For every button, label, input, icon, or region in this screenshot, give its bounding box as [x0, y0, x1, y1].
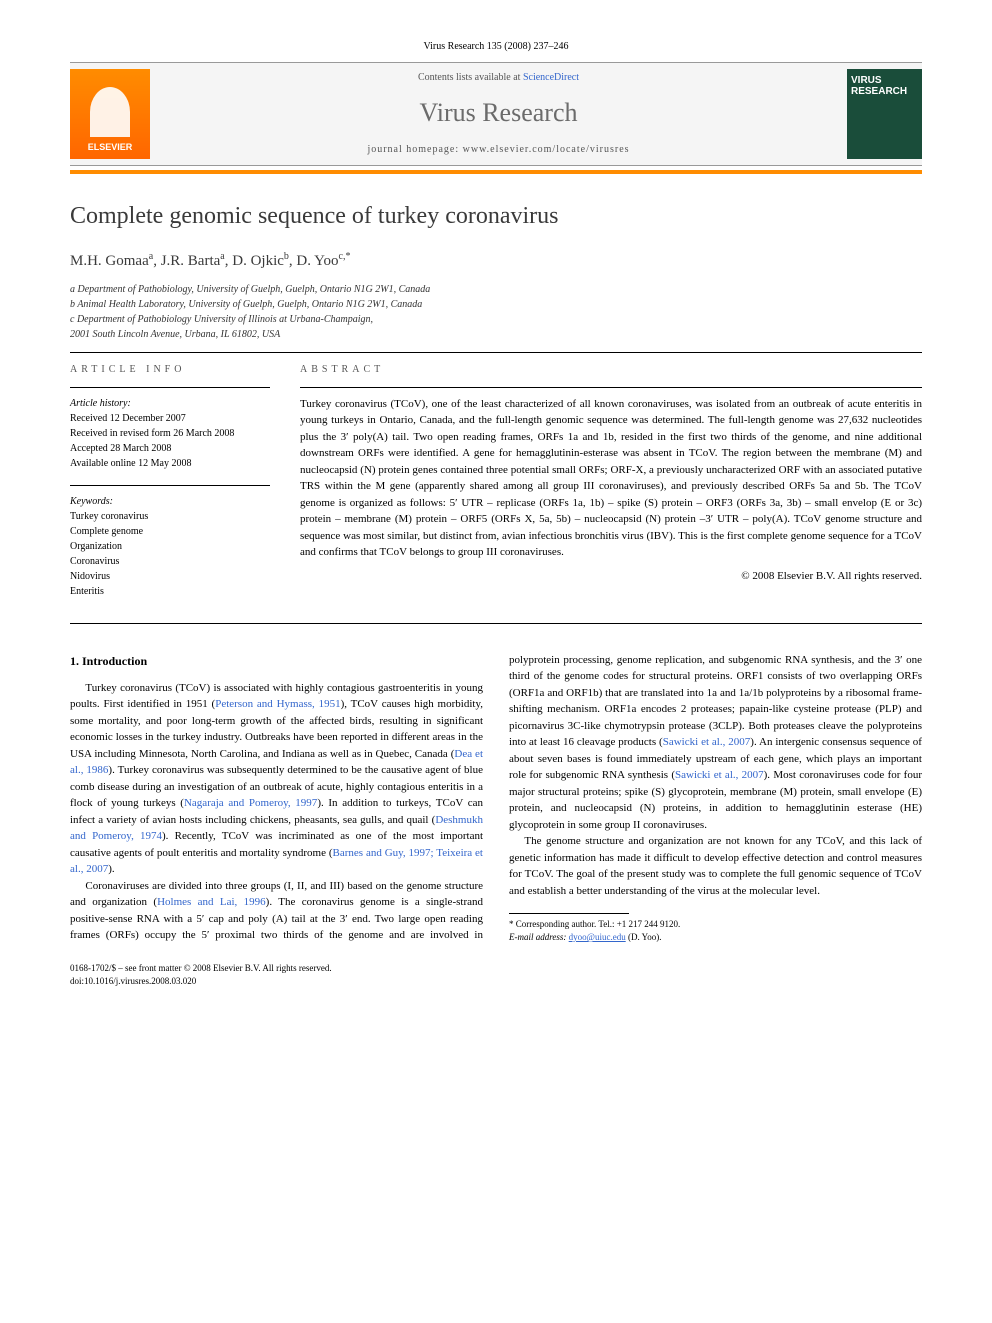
history-online: Available online 12 May 2008 — [70, 456, 270, 471]
author-4: D. Yoo — [296, 253, 338, 269]
info-abstract-row: article info Article history: Received 1… — [70, 363, 922, 613]
affiliations: a Department of Pathobiology, University… — [70, 282, 922, 342]
ref-sawicki-1[interactable]: Sawicki et al., 2007 — [663, 736, 751, 748]
footnotes: * Corresponding author. Tel.: +1 217 244… — [509, 918, 922, 943]
article-info-heading: article info — [70, 363, 270, 377]
contents-prefix: Contents lists available at — [418, 72, 523, 83]
footer-front-matter: 0168-1702/$ – see front matter © 2008 El… — [70, 962, 922, 975]
ref-nagaraja[interactable]: Nagaraja and Pomeroy, 1997 — [184, 797, 317, 809]
history-received: Received 12 December 2007 — [70, 411, 270, 426]
author-2-aff: a — [220, 251, 224, 262]
affiliation-b: b Animal Health Laboratory, University o… — [70, 297, 922, 312]
email-suffix: (D. Yoo). — [626, 932, 662, 942]
keyword-1: Turkey coronavirus — [70, 509, 270, 524]
email-label: E-mail address: — [509, 932, 569, 942]
info-rule-2 — [70, 485, 270, 486]
journal-cover-thumbnail: VIRUS RESEARCH — [847, 69, 922, 159]
sciencedirect-link[interactable]: ScienceDirect — [523, 72, 579, 83]
author-3-aff: b — [284, 251, 289, 262]
banner-center: Contents lists available at ScienceDirec… — [150, 63, 847, 165]
keyword-4: Coronavirus — [70, 554, 270, 569]
affiliation-c-1: c Department of Pathobiology University … — [70, 312, 922, 327]
keywords-block: Keywords: Turkey coronavirus Complete ge… — [70, 494, 270, 599]
rule-top — [70, 352, 922, 353]
elsevier-logo: ELSEVIER — [70, 69, 150, 159]
journal-homepage: journal homepage: www.elsevier.com/locat… — [150, 143, 847, 157]
affiliation-a: a Department of Pathobiology, University… — [70, 282, 922, 297]
keyword-3: Organization — [70, 539, 270, 554]
ref-sawicki-2[interactable]: Sawicki et al., 2007 — [675, 769, 764, 781]
corresponding-author: * Corresponding author. Tel.: +1 217 244… — [509, 918, 922, 931]
info-rule — [70, 387, 270, 388]
author-2: J.R. Barta — [161, 253, 221, 269]
article-info-column: article info Article history: Received 1… — [70, 363, 270, 613]
corresponding-email-line: E-mail address: dyoo@uiuc.edu (D. Yoo). — [509, 931, 922, 944]
affiliation-c-2: 2001 South Lincoln Avenue, Urbana, IL 61… — [70, 327, 922, 342]
article-title: Complete genomic sequence of turkey coro… — [70, 200, 922, 234]
cover-title: VIRUS RESEARCH — [851, 75, 918, 97]
body-text: 1. Introduction Turkey coronavirus (TCoV… — [70, 652, 922, 944]
abstract-column: abstract Turkey coronavirus (TCoV), one … — [300, 363, 922, 613]
contents-line: Contents lists available at ScienceDirec… — [150, 71, 847, 85]
keyword-6: Enteritis — [70, 584, 270, 599]
footer-doi: doi:10.1016/j.virusres.2008.03.020 — [70, 975, 922, 988]
page-footer: 0168-1702/$ – see front matter © 2008 El… — [70, 962, 922, 987]
footnote-separator — [509, 913, 629, 914]
rule-bottom — [70, 623, 922, 624]
author-4-aff: c,* — [339, 251, 351, 262]
history-accepted: Accepted 28 March 2008 — [70, 441, 270, 456]
p2-seg-b: ). — [266, 896, 272, 908]
history-revised: Received in revised form 26 March 2008 — [70, 426, 270, 441]
elsevier-label: ELSEVIER — [88, 141, 133, 154]
orange-divider — [70, 170, 922, 174]
ref-holmes[interactable]: Holmes and Lai, 1996 — [157, 896, 266, 908]
p1-seg-f: ). — [108, 863, 114, 875]
elsevier-tree-icon — [90, 87, 130, 137]
abstract-rule — [300, 387, 922, 388]
email-link[interactable]: dyoo@uiuc.edu — [569, 932, 626, 942]
article-history: Article history: Received 12 December 20… — [70, 396, 270, 471]
abstract-copyright: © 2008 Elsevier B.V. All rights reserved… — [300, 569, 922, 584]
abstract-heading: abstract — [300, 363, 922, 377]
history-label: Article history: — [70, 396, 270, 411]
author-3: D. Ojkic — [232, 253, 284, 269]
header-citation: Virus Research 135 (2008) 237–246 — [70, 40, 922, 54]
author-1: M.H. Gomaa — [70, 253, 149, 269]
section-1-heading: 1. Introduction — [70, 652, 483, 670]
body-p4: The genome structure and organization ar… — [509, 833, 922, 899]
author-1-aff: a — [149, 251, 153, 262]
keyword-5: Nidovirus — [70, 569, 270, 584]
abstract-text: Turkey coronavirus (TCoV), one of the le… — [300, 396, 922, 561]
body-p1: Turkey coronavirus (TCoV) is associated … — [70, 680, 483, 878]
authors-line: M.H. Gomaaa, J.R. Bartaa, D. Ojkicb, D. … — [70, 250, 922, 272]
homepage-url[interactable]: www.elsevier.com/locate/virusres — [463, 144, 630, 155]
ref-peterson[interactable]: Peterson and Hymass, 1951 — [215, 698, 340, 710]
journal-banner: ELSEVIER Contents lists available at Sci… — [70, 62, 922, 166]
homepage-label: journal homepage: — [367, 144, 462, 155]
journal-name: Virus Research — [150, 95, 847, 131]
keyword-2: Complete genome — [70, 524, 270, 539]
keywords-label: Keywords: — [70, 494, 270, 509]
